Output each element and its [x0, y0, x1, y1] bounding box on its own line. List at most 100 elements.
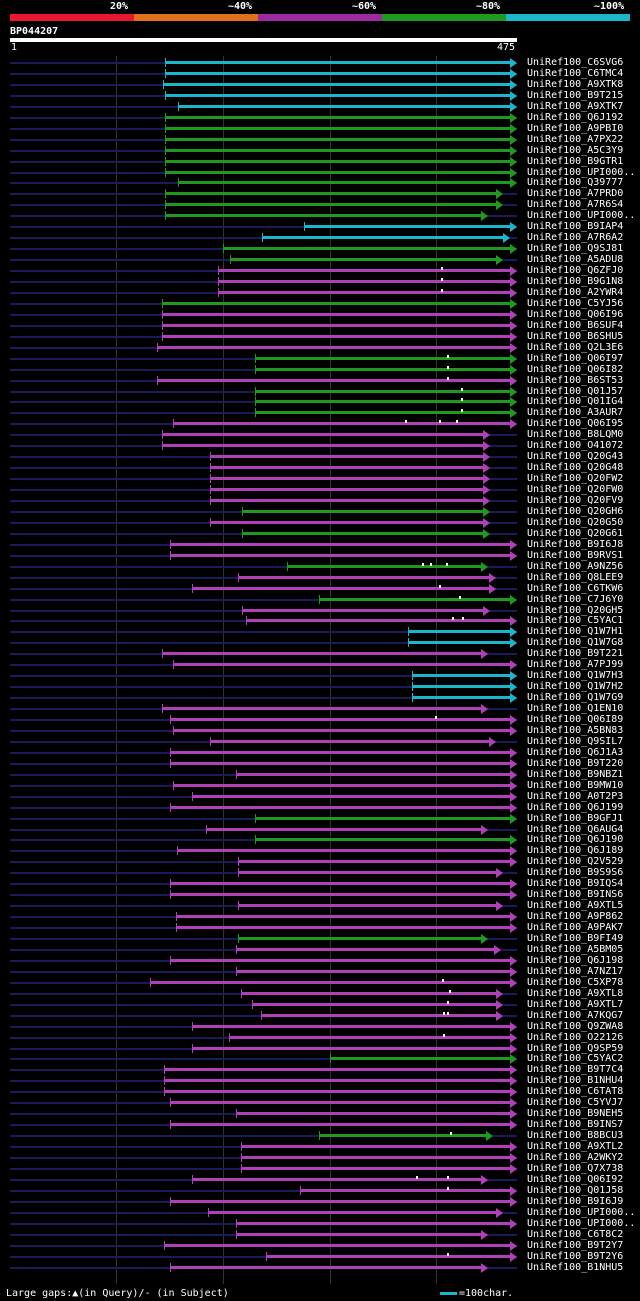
hit-label[interactable]: UniRef100_Q2V529: [527, 856, 624, 868]
alignment-bar[interactable]: [172, 728, 511, 732]
hit-label[interactable]: UniRef100_B1NHU4: [527, 1075, 624, 1087]
hit-row[interactable]: UniRef100_O22126: [0, 1032, 640, 1043]
alignment-bar[interactable]: [254, 356, 511, 360]
hit-label[interactable]: UniRef100_B9IQS4: [527, 878, 624, 890]
hit-row[interactable]: UniRef100_C5YJ56: [0, 298, 640, 309]
hit-row[interactable]: UniRef100_A9XTL7: [0, 999, 640, 1010]
hit-label[interactable]: UniRef100_Q6ZFJ0: [527, 265, 624, 277]
hit-row[interactable]: UniRef100_B9FI49: [0, 933, 640, 944]
hit-row[interactable]: UniRef100_C6T8C2: [0, 1229, 640, 1240]
hit-row[interactable]: UniRef100_Q6J199: [0, 802, 640, 813]
hit-row[interactable]: UniRef100_C6TKW6: [0, 583, 640, 594]
alignment-bar[interactable]: [261, 1013, 498, 1017]
alignment-bar[interactable]: [407, 641, 511, 645]
hit-label[interactable]: UniRef100_A5BN83: [527, 724, 624, 736]
hit-label[interactable]: UniRef100_A9XTL8: [527, 987, 624, 999]
alignment-bar[interactable]: [241, 1145, 511, 1149]
alignment-bar[interactable]: [150, 980, 511, 984]
hit-row[interactable]: UniRef100_B9G1N8: [0, 276, 640, 287]
hit-label[interactable]: UniRef100_B9S9S6: [527, 867, 624, 879]
alignment-bar[interactable]: [230, 258, 498, 262]
hit-label[interactable]: UniRef100_A9P862: [527, 911, 624, 923]
alignment-bar[interactable]: [162, 82, 511, 86]
hit-label[interactable]: UniRef100_A7KQG7: [527, 1009, 624, 1021]
hit-label[interactable]: UniRef100_B9T221: [527, 648, 624, 660]
alignment-bar[interactable]: [170, 750, 511, 754]
hit-label[interactable]: UniRef100_A3AUR7: [527, 407, 624, 419]
hit-label[interactable]: UniRef100_Q9SP59: [527, 1042, 624, 1054]
hit-row[interactable]: UniRef100_Q20FW0: [0, 484, 640, 496]
alignment-bar[interactable]: [170, 805, 511, 809]
hit-label[interactable]: UniRef100_A9XTK8: [527, 78, 624, 90]
hit-label[interactable]: UniRef100_B9MW10: [527, 779, 624, 791]
hit-row[interactable]: UniRef100_Q20G48: [0, 462, 640, 474]
alignment-bar[interactable]: [165, 214, 483, 218]
hit-row[interactable]: UniRef100_Q8LEE9: [0, 572, 640, 583]
hit-label[interactable]: UniRef100_B9T220: [527, 757, 624, 769]
hit-row[interactable]: UniRef100_Q01J58: [0, 1185, 640, 1196]
alignment-bar[interactable]: [161, 652, 483, 656]
alignment-bar[interactable]: [229, 1035, 511, 1039]
hit-label[interactable]: UniRef100_B9INS6: [527, 889, 624, 901]
hit-row[interactable]: UniRef100_Q01J57: [0, 386, 640, 397]
hit-label[interactable]: UniRef100_O41072: [527, 440, 624, 452]
alignment-bar[interactable]: [407, 630, 511, 634]
hit-label[interactable]: UniRef100_B9I6J8: [527, 538, 624, 550]
alignment-bar[interactable]: [217, 280, 511, 283]
hit-row[interactable]: UniRef100_B8BCU3: [0, 1130, 640, 1142]
hit-row[interactable]: UniRef100_B9GTR1: [0, 156, 640, 167]
alignment-bar[interactable]: [191, 1024, 511, 1028]
hit-row[interactable]: UniRef100_A9XTK7: [0, 101, 640, 112]
alignment-bar[interactable]: [205, 827, 483, 831]
alignment-bar[interactable]: [170, 553, 511, 557]
hit-row[interactable]: UniRef100_Q9SIL7: [0, 736, 640, 747]
hit-label[interactable]: UniRef100_B9NEH5: [527, 1108, 624, 1120]
alignment-bar[interactable]: [170, 958, 511, 962]
alignment-bar[interactable]: [254, 838, 511, 842]
hit-label[interactable]: UniRef100_B9I6J9: [527, 1195, 624, 1207]
hit-row[interactable]: UniRef100_B9MW10: [0, 780, 640, 791]
alignment-bar[interactable]: [210, 520, 485, 524]
hit-label[interactable]: UniRef100_A7R6A2: [527, 232, 624, 244]
hit-label[interactable]: UniRef100_A9NZ56: [527, 560, 624, 572]
alignment-bar[interactable]: [170, 542, 511, 546]
alignment-bar[interactable]: [242, 509, 485, 513]
hit-row[interactable]: UniRef100_Q1W7G8: [0, 637, 640, 649]
hit-label[interactable]: UniRef100_A9XTL2: [527, 1141, 624, 1153]
hit-row[interactable]: UniRef100_UPI000..: [0, 1207, 640, 1218]
hit-label[interactable]: UniRef100_A9PAK7: [527, 922, 624, 934]
hit-row[interactable]: UniRef100_A5C3Y9: [0, 145, 640, 156]
hit-row[interactable]: UniRef100_B9T2Y7: [0, 1240, 640, 1251]
hit-row[interactable]: UniRef100_C5YAC1: [0, 615, 640, 627]
hit-row[interactable]: UniRef100_A2YWR4: [0, 287, 640, 298]
alignment-bar[interactable]: [165, 148, 511, 152]
hit-row[interactable]: UniRef100_Q1W7H1: [0, 626, 640, 638]
hit-label[interactable]: UniRef100_C6TMC4: [527, 67, 624, 79]
hit-row[interactable]: UniRef100_B9GFJ1: [0, 813, 640, 824]
hit-row[interactable]: UniRef100_B9T221: [0, 648, 640, 660]
hit-label[interactable]: UniRef100_C6TAT8: [527, 1086, 624, 1098]
hit-label[interactable]: UniRef100_C5YJ56: [527, 297, 624, 309]
hit-label[interactable]: UniRef100_Q6J199: [527, 801, 624, 813]
alignment-bar[interactable]: [156, 378, 511, 382]
alignment-bar[interactable]: [241, 991, 498, 995]
hit-row[interactable]: UniRef100_Q6J190: [0, 834, 640, 846]
alignment-bar[interactable]: [156, 345, 511, 349]
hit-row[interactable]: UniRef100_Q20G50: [0, 517, 640, 528]
hit-label[interactable]: UniRef100_Q9SJ81: [527, 243, 624, 255]
alignment-bar[interactable]: [164, 1068, 511, 1072]
hit-label[interactable]: UniRef100_B9T215: [527, 89, 624, 101]
hit-label[interactable]: UniRef100_A7PJ99: [527, 659, 624, 671]
hit-label[interactable]: UniRef100_A7PRD0: [527, 188, 624, 200]
hit-row[interactable]: UniRef100_Q20GH6: [0, 506, 640, 517]
hit-label[interactable]: UniRef100_B9T2Y7: [527, 1239, 624, 1251]
hit-row[interactable]: UniRef100_C7J6Y0: [0, 594, 640, 605]
alignment-bar[interactable]: [217, 290, 511, 294]
hit-label[interactable]: UniRef100_A9XTL7: [527, 998, 624, 1010]
hit-label[interactable]: UniRef100_Q06I82: [527, 363, 624, 375]
hit-row[interactable]: UniRef100_UPI000..: [0, 1218, 640, 1229]
hit-label[interactable]: UniRef100_C7J6Y0: [527, 593, 624, 605]
hit-row[interactable]: UniRef100_C5YVJ7: [0, 1097, 640, 1109]
alignment-bar[interactable]: [161, 312, 511, 316]
alignment-bar[interactable]: [210, 488, 485, 492]
